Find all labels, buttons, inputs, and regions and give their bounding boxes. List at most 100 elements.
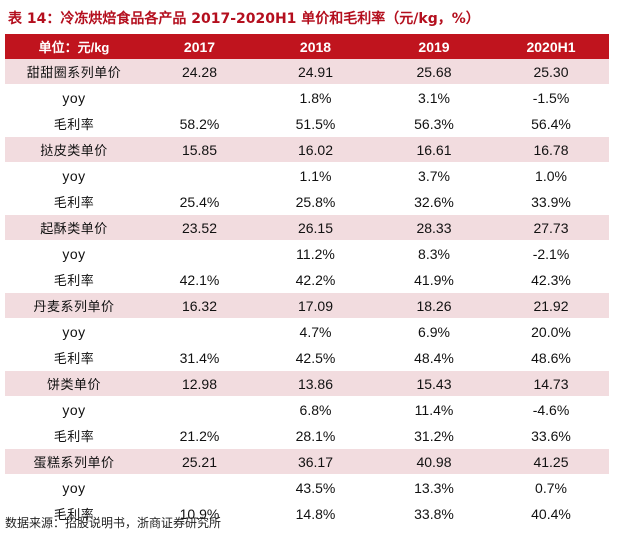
table-cell: 0.7% [493, 474, 609, 501]
price-row: 饼类单价 12.98 13.86 15.43 14.73 [5, 370, 609, 397]
row-label: yoy [5, 162, 143, 189]
table-cell: 41.25 [493, 448, 609, 475]
table-cell: 48.6% [493, 344, 609, 371]
table-cell: 16.32 [143, 292, 256, 319]
table-cell: 56.3% [375, 110, 493, 137]
price-row: 蛋糕系列单价 25.21 36.17 40.98 41.25 [5, 448, 609, 475]
yoy-row: yoy 4.7% 6.9% 20.0% [5, 318, 609, 345]
table-cell: 26.15 [256, 214, 375, 241]
row-label: 甜甜圈系列单价 [5, 59, 143, 85]
yoy-row: yoy 11.2% 8.3% -2.1% [5, 240, 609, 267]
table-cell: 4.7% [256, 318, 375, 345]
table-cell: 31.2% [375, 422, 493, 449]
table-cell: 58.2% [143, 110, 256, 137]
table-cell: 51.5% [256, 110, 375, 137]
table-cell [143, 318, 256, 345]
table-cell: 21.2% [143, 422, 256, 449]
table-cell: 25.4% [143, 188, 256, 215]
row-label: yoy [5, 474, 143, 501]
row-label: yoy [5, 240, 143, 267]
table-header-row: 单位：元/kg 2017 2018 2019 2020H1 [5, 34, 609, 59]
row-label: 毛利率 [5, 344, 143, 371]
table-cell: 13.3% [375, 474, 493, 501]
table-cell: 25.30 [493, 59, 609, 85]
table-cell: 16.02 [256, 136, 375, 163]
margin-row: 毛利率 25.4% 25.8% 32.6% 33.9% [5, 188, 609, 215]
table-cell: 24.28 [143, 59, 256, 85]
yoy-row: yoy 1.1% 3.7% 1.0% [5, 162, 609, 189]
source-note: 数据来源：招股说明书，浙商证券研究所 [5, 516, 222, 530]
table-cell [143, 396, 256, 423]
table-cell: 16.61 [375, 136, 493, 163]
table-cell: -1.5% [493, 84, 609, 111]
table-cell: 56.4% [493, 110, 609, 137]
table-cell [143, 162, 256, 189]
table-cell: 25.68 [375, 59, 493, 85]
table-cell: 25.21 [143, 448, 256, 475]
table-cell [143, 84, 256, 111]
price-row: 挞皮类单价 15.85 16.02 16.61 16.78 [5, 136, 609, 163]
table-cell: 1.0% [493, 162, 609, 189]
row-label: 毛利率 [5, 188, 143, 215]
table-cell: 42.3% [493, 266, 609, 293]
table-body: 甜甜圈系列单价 24.28 24.91 25.68 25.30 yoy 1.8% 3.1% -1… [5, 59, 609, 527]
margin-row: 毛利率 10.9% 14.8% 33.8% 40.4% [5, 500, 609, 527]
table-cell [143, 240, 256, 267]
table-cell: -2.1% [493, 240, 609, 267]
row-label: 毛利率 [5, 266, 143, 293]
table-cell: 8.3% [375, 240, 493, 267]
row-label: 毛利率 [5, 110, 143, 137]
table-cell: 40.98 [375, 448, 493, 475]
row-label: yoy [5, 318, 143, 345]
table-cell: 11.4% [375, 396, 493, 423]
table-cell: 20.0% [493, 318, 609, 345]
margin-row: 毛利率 21.2% 28.1% 31.2% 33.6% [5, 422, 609, 449]
table-cell: 43.5% [256, 474, 375, 501]
table-cell: -4.6% [493, 396, 609, 423]
table-cell: 17.09 [256, 292, 375, 319]
table-cell: 21.92 [493, 292, 609, 319]
table-cell: 28.1% [256, 422, 375, 449]
table-cell: 1.1% [256, 162, 375, 189]
row-label: 蛋糕系列单价 [5, 448, 143, 475]
margin-row: 毛利率 31.4% 42.5% 48.4% 48.6% [5, 344, 609, 371]
row-label: 丹麦系列单价 [5, 292, 143, 319]
table-cell [143, 474, 256, 501]
table-cell: 6.9% [375, 318, 493, 345]
row-label: 毛利率 [5, 422, 143, 449]
table-cell: 28.33 [375, 214, 493, 241]
table-cell: 33.6% [493, 422, 609, 449]
table-cell: 41.9% [375, 266, 493, 293]
table-cell: 3.1% [375, 84, 493, 111]
margin-row: 毛利率 42.1% 42.2% 41.9% 42.3% [5, 266, 609, 293]
yoy-row: yoy 1.8% 3.1% -1.5% [5, 84, 609, 111]
table-title: 表 14：冷冻烘焙食品各产品 2017-2020H1 单价和毛利率（元/kg，%… [8, 11, 480, 27]
table-cell: 36.17 [256, 448, 375, 475]
header-unit: 单位：元/kg [5, 34, 143, 59]
table-cell: 42.2% [256, 266, 375, 293]
table-cell: 32.6% [375, 188, 493, 215]
table-cell: 18.26 [375, 292, 493, 319]
table-cell: 31.4% [143, 344, 256, 371]
table-cell: 12.98 [143, 370, 256, 397]
table-cell: 10.9% [143, 500, 256, 527]
row-label: yoy [5, 84, 143, 111]
table-cell: 40.4% [493, 500, 609, 527]
margin-row: 毛利率 58.2% 51.5% 56.3% 56.4% [5, 110, 609, 137]
price-row: 甜甜圈系列单价 24.28 24.91 25.68 25.30 [5, 59, 609, 85]
table-cell: 33.9% [493, 188, 609, 215]
table-cell: 42.1% [143, 266, 256, 293]
table-cell: 6.8% [256, 396, 375, 423]
row-label: 毛利率 [5, 500, 143, 527]
header-2017: 2017 [143, 34, 256, 59]
table-cell: 15.85 [143, 136, 256, 163]
table-cell: 11.2% [256, 240, 375, 267]
table-cell: 33.8% [375, 500, 493, 527]
row-label: 挞皮类单价 [5, 136, 143, 163]
table-cell: 16.78 [493, 136, 609, 163]
header-2019: 2019 [375, 34, 493, 59]
table-cell: 27.73 [493, 214, 609, 241]
price-row: 丹麦系列单价 16.32 17.09 18.26 21.92 [5, 292, 609, 319]
row-label: yoy [5, 396, 143, 423]
table-cell: 48.4% [375, 344, 493, 371]
